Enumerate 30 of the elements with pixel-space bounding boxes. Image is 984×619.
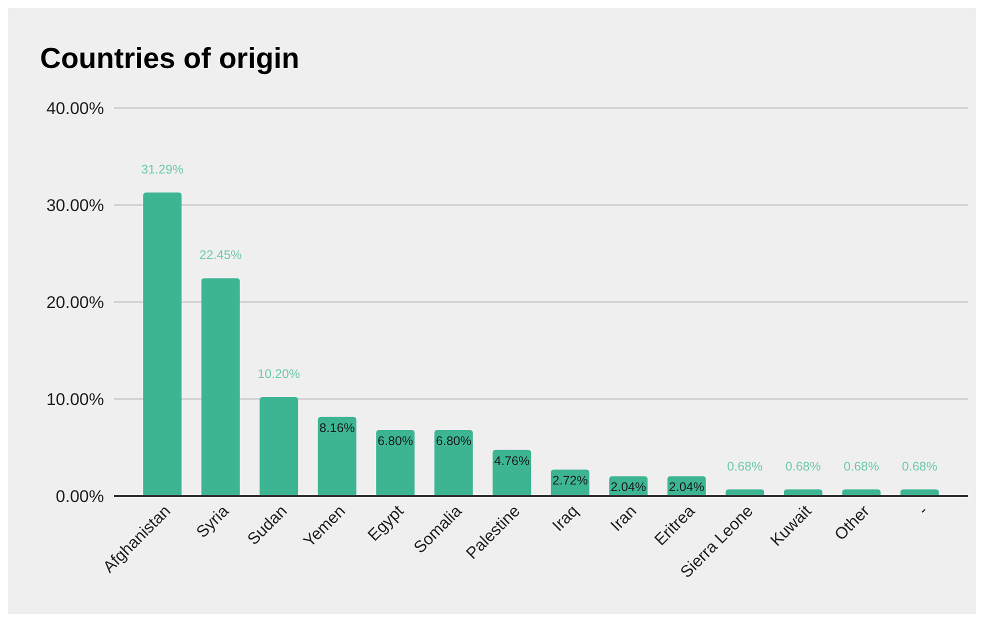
- y-tick-label: 30.00%: [46, 196, 104, 215]
- data-label: 2.04%: [668, 480, 704, 494]
- data-label: 22.45%: [199, 248, 242, 262]
- bar: [318, 416, 356, 496]
- data-label: 0.68%: [727, 459, 763, 474]
- data-label: 4.76%: [494, 454, 530, 468]
- data-label: 31.29%: [141, 162, 184, 176]
- bar: [434, 430, 473, 496]
- bar: [376, 430, 415, 496]
- data-label: 6.80%: [378, 434, 414, 448]
- x-tick-label: Iran: [607, 502, 640, 535]
- data-label: 0.68%: [785, 459, 821, 474]
- data-label: 0.68%: [844, 459, 880, 474]
- bar: [260, 397, 298, 496]
- chart-title: Countries of origin: [40, 43, 300, 75]
- x-tick-label: -: [914, 502, 932, 519]
- data-label: 8.16%: [319, 420, 355, 435]
- y-tick-label: 10.00%: [46, 390, 104, 409]
- data-label: 10.20%: [258, 367, 300, 382]
- data-label: 2.04%: [610, 480, 646, 494]
- y-tick-label: 40.00%: [46, 98, 104, 118]
- data-label: 2.72%: [552, 474, 588, 488]
- y-tick-label: 0.00%: [56, 486, 104, 506]
- bar: [201, 278, 240, 496]
- data-label: 0.68%: [902, 459, 938, 474]
- bar: [492, 450, 532, 496]
- x-tick-label: Iraq: [549, 502, 582, 535]
- data-label: 6.80%: [436, 434, 472, 448]
- bar: [143, 192, 182, 496]
- y-tick-label: 20.00%: [46, 292, 104, 312]
